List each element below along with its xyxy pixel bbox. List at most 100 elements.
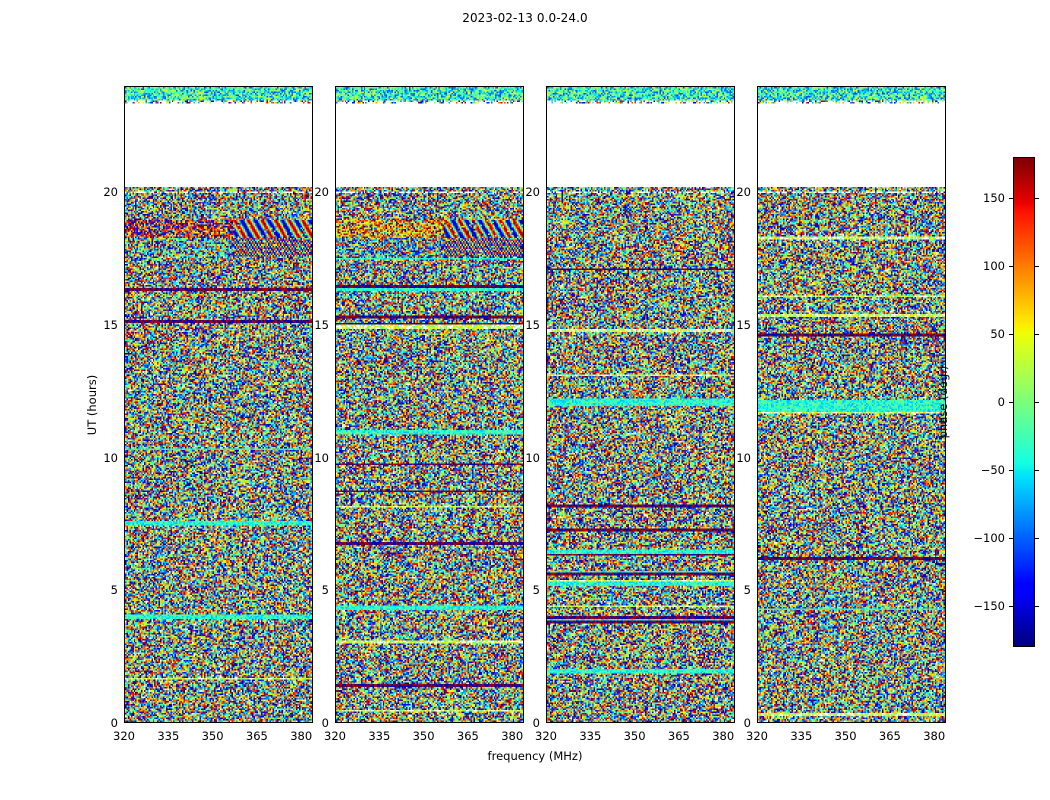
colorbar-tick-mark <box>1009 402 1013 403</box>
x-tick-label: 365 <box>245 729 268 743</box>
x-tick-mark <box>425 722 426 723</box>
x-tick-mark <box>169 722 170 723</box>
x-tick-label: 380 <box>923 729 946 743</box>
x-tick-label: 335 <box>790 729 813 743</box>
x-tick-mark <box>680 722 681 723</box>
y-tick-label: 0 <box>743 716 751 730</box>
x-tick-label: 335 <box>368 729 391 743</box>
plot-panel-yy: YY, V6*V15=EA19*EA28 <box>335 86 524 723</box>
y-tick-mark <box>546 591 547 592</box>
colorbar-tick-mark <box>1009 606 1013 608</box>
x-tick-label: 350 <box>834 729 857 743</box>
x-tick-label: 380 <box>712 729 735 743</box>
x-tick-mark <box>636 722 637 723</box>
x-tick-label: 320 <box>535 729 557 743</box>
y-tick-mark <box>546 459 547 460</box>
colorbar-tick-mark-right <box>1035 470 1039 472</box>
x-tick-mark-top <box>636 86 637 87</box>
x-tick-mark-top <box>425 86 426 87</box>
x-tick-label: 380 <box>290 729 313 743</box>
y-tick-label: 5 <box>743 583 751 598</box>
x-tick-mark <box>758 722 759 723</box>
waterfall-image-yx <box>758 87 945 722</box>
y-tick-label: 0 <box>321 716 329 730</box>
y-tick-mark-right <box>945 591 946 592</box>
colorbar-tick-mark-right <box>1035 333 1039 335</box>
x-tick-label: 320 <box>324 729 346 743</box>
x-tick-mark <box>891 722 892 723</box>
y-tick-label: 10 <box>314 450 329 465</box>
plot-panel-xy: XY, V6*V15=EA19*EA28 <box>546 86 735 723</box>
x-tick-label: 365 <box>878 729 901 743</box>
x-tick-mark-top <box>125 86 126 87</box>
y-tick-mark <box>335 326 336 327</box>
x-tick-mark-top <box>336 86 337 87</box>
y-tick-label: 20 <box>736 185 751 200</box>
x-tick-mark-top <box>214 86 215 87</box>
colorbar-tick-label: −100 <box>973 531 1005 546</box>
colorbar-label: phase (deg.) <box>936 365 950 439</box>
y-tick-mark <box>335 459 336 460</box>
y-tick-mark-right <box>945 326 946 327</box>
y-tick-label: 10 <box>736 450 751 465</box>
x-tick-mark <box>591 722 592 723</box>
x-tick-mark-top <box>847 86 848 87</box>
x-tick-mark <box>724 722 725 723</box>
x-tick-label: 365 <box>667 729 690 743</box>
colorbar-tick-label: −50 <box>980 463 1005 478</box>
y-tick-label: 5 <box>532 583 540 598</box>
colorbar-tick-mark <box>1009 470 1013 472</box>
y-axis-label: UT (hours) <box>85 374 99 435</box>
x-tick-label: 350 <box>201 729 224 743</box>
waterfall-image-yy <box>336 87 523 722</box>
y-tick-mark <box>124 326 125 327</box>
x-tick-mark <box>469 722 470 723</box>
y-tick-mark <box>124 459 125 460</box>
colorbar-tick-mark-right <box>1035 606 1039 608</box>
waterfall-image-xy <box>547 87 734 722</box>
x-tick-mark <box>125 722 126 723</box>
colorbar-tick-label: 150 <box>983 190 1005 205</box>
x-tick-mark-top <box>680 86 681 87</box>
y-tick-label: 15 <box>103 317 118 332</box>
x-tick-label: 320 <box>746 729 768 743</box>
x-tick-mark-top <box>724 86 725 87</box>
y-tick-label: 15 <box>525 317 540 332</box>
y-tick-label: 20 <box>103 185 118 200</box>
y-tick-mark <box>546 326 547 327</box>
x-tick-mark <box>302 722 303 723</box>
y-tick-mark <box>335 193 336 194</box>
colorbar-tick-label: 100 <box>983 258 1005 273</box>
x-tick-mark-top <box>302 86 303 87</box>
y-tick-label: 5 <box>321 583 329 598</box>
x-tick-mark <box>935 722 936 723</box>
x-tick-mark <box>258 722 259 723</box>
x-tick-mark <box>214 722 215 723</box>
y-tick-mark-right <box>945 193 946 194</box>
y-tick-mark-right <box>945 459 946 460</box>
colorbar-tick-label: 50 <box>990 326 1005 341</box>
y-tick-label: 15 <box>314 317 329 332</box>
colorbar: 150 100 50 0 −50 −100 −150 <box>973 157 1039 647</box>
y-tick-label: 10 <box>103 450 118 465</box>
colorbar-tick-mark-right <box>1035 402 1039 403</box>
y-tick-mark <box>546 193 547 194</box>
y-tick-mark <box>757 193 758 194</box>
x-tick-mark-top <box>547 86 548 87</box>
x-tick-mark-top <box>380 86 381 87</box>
colorbar-tick-mark-right <box>1035 538 1039 540</box>
x-tick-mark <box>847 722 848 723</box>
y-tick-label: 5 <box>110 583 118 598</box>
x-tick-mark <box>513 722 514 723</box>
figure-suptitle: 2023-02-13 0.0-24.0 <box>462 11 588 25</box>
colorbar-tick-mark-right <box>1035 197 1039 199</box>
x-tick-label: 380 <box>501 729 524 743</box>
y-tick-label: 15 <box>736 317 751 332</box>
x-axis-label: frequency (MHz) <box>487 749 583 763</box>
y-tick-mark <box>757 591 758 592</box>
x-tick-mark-top <box>758 86 759 87</box>
x-tick-mark-top <box>591 86 592 87</box>
x-tick-label: 350 <box>412 729 435 743</box>
y-tick-label: 0 <box>532 716 540 730</box>
